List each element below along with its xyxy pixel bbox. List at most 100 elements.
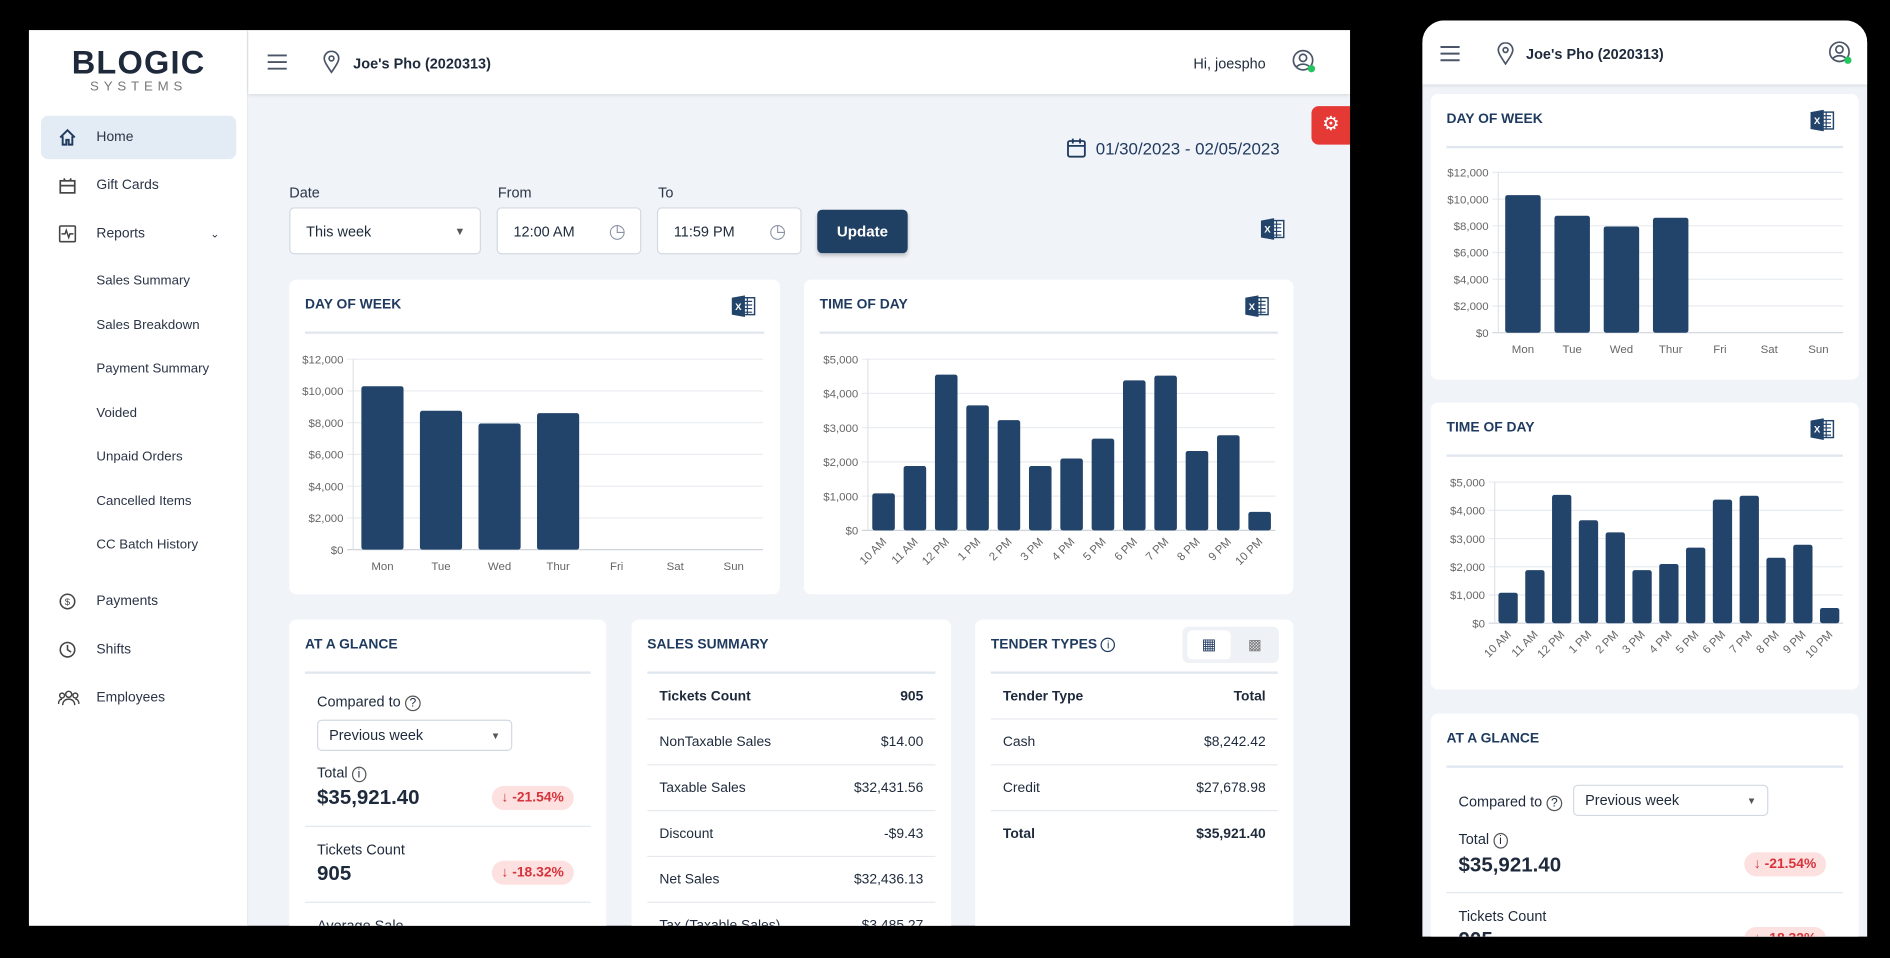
view-toggle: ▦ ▩ bbox=[1182, 626, 1279, 663]
excel-export-icon[interactable]: X bbox=[1260, 218, 1285, 240]
table-header: Tender Type Total bbox=[990, 674, 1278, 720]
y-tick-label: $2,000 bbox=[309, 513, 344, 525]
card-title: AT A GLANCE bbox=[304, 637, 398, 653]
hamburger-menu-icon[interactable] bbox=[267, 54, 287, 70]
divider bbox=[304, 671, 591, 674]
bar bbox=[1793, 544, 1813, 624]
table-row: Cash $8,242.42 bbox=[990, 720, 1278, 766]
compared-to-select[interactable]: Previous week ▼ bbox=[317, 719, 513, 751]
y-tick-label: $1,000 bbox=[1450, 590, 1485, 602]
at-a-glance-card: AT A GLANCE Compared to ? Previous week ▼… bbox=[289, 619, 607, 926]
sidebar-item-shifts[interactable]: Shifts bbox=[41, 628, 236, 671]
help-icon[interactable]: ? bbox=[404, 695, 422, 712]
sidebar-item-gift-cards[interactable]: Gift Cards bbox=[41, 164, 236, 207]
bar bbox=[1185, 450, 1209, 531]
excel-export-icon[interactable]: X bbox=[1810, 109, 1835, 132]
x-tick-label: 12 PM bbox=[1536, 629, 1568, 661]
to-label: To bbox=[658, 184, 674, 202]
sidebar-subitem[interactable]: Sales Summary bbox=[96, 273, 191, 289]
bar bbox=[1154, 375, 1177, 531]
table-view-button[interactable]: ▦ bbox=[1187, 630, 1231, 660]
svg-text:X: X bbox=[735, 302, 742, 313]
from-time-input[interactable]: 12:00 AM ◷ bbox=[496, 207, 642, 255]
x-tick-label: 3 PM bbox=[1620, 629, 1647, 656]
to-time-input[interactable]: 11:59 PM ◷ bbox=[656, 207, 802, 255]
info-icon[interactable]: i bbox=[351, 766, 367, 783]
svg-text:X: X bbox=[1249, 302, 1256, 313]
y-tick-label: $8,000 bbox=[309, 418, 344, 430]
card-title: TIME OF DAY bbox=[1446, 420, 1535, 436]
x-tick-label: 7 PM bbox=[1728, 629, 1755, 656]
sidebar-item-reports[interactable]: Reports ⌄ bbox=[41, 212, 236, 255]
sidebar-subitem[interactable]: CC Batch History bbox=[96, 537, 199, 553]
divider bbox=[647, 671, 936, 674]
card-title: TIME OF DAY bbox=[819, 297, 908, 313]
update-button[interactable]: Update bbox=[817, 209, 908, 254]
x-tick-label: Tue bbox=[431, 561, 450, 573]
x-tick-label: Sat bbox=[1761, 344, 1779, 356]
table-row: NonTaxable Sales $14.00 bbox=[647, 720, 936, 766]
card-title: DAY OF WEEK bbox=[304, 297, 402, 313]
date-select[interactable]: This week ▼ bbox=[289, 207, 481, 255]
table-icon: ▦ bbox=[1201, 635, 1217, 654]
settings-button[interactable]: ⚙ bbox=[1311, 106, 1351, 145]
user-avatar-icon[interactable] bbox=[1292, 49, 1316, 73]
sidebar-subitem[interactable]: Unpaid Orders bbox=[96, 449, 183, 465]
day-of-week-chart: $0 $2,000 $4,000 $6,000 $8,000 $10,000 $12,000… bbox=[1447, 168, 1844, 356]
info-icon[interactable]: i bbox=[1101, 637, 1116, 653]
sidebar-item-employees[interactable]: Employees bbox=[41, 676, 236, 719]
sidebar-subitem[interactable]: Sales Breakdown bbox=[96, 318, 200, 333]
date-label: Date bbox=[289, 184, 320, 202]
bar bbox=[934, 374, 958, 531]
compared-to-label: Compared to ? bbox=[317, 693, 422, 712]
x-tick-label: Wed bbox=[1610, 344, 1633, 356]
sidebar-subitem[interactable]: Voided bbox=[96, 406, 138, 421]
hamburger-menu-icon[interactable] bbox=[1440, 46, 1460, 62]
x-tick-label: Thur bbox=[1659, 344, 1683, 356]
bar bbox=[1217, 435, 1240, 531]
info-icon[interactable]: i bbox=[1493, 832, 1508, 849]
x-tick-label: 8 PM bbox=[1754, 629, 1781, 656]
calendar-icon[interactable] bbox=[1067, 137, 1086, 158]
bar bbox=[1659, 563, 1679, 624]
bar bbox=[361, 386, 404, 550]
y-tick-label: $3,000 bbox=[823, 423, 858, 435]
excel-export-icon[interactable]: X bbox=[1245, 295, 1269, 318]
excel-export-icon[interactable]: X bbox=[1810, 418, 1835, 440]
sidebar-subitem[interactable]: Cancelled Items bbox=[96, 494, 192, 509]
y-tick-label: $2,000 bbox=[1450, 562, 1485, 574]
reports-icon bbox=[58, 225, 77, 243]
location-pin-icon bbox=[323, 50, 340, 74]
x-tick-label: Fri bbox=[610, 561, 623, 573]
sidebar-item-payments[interactable]: $ Payments bbox=[41, 580, 236, 623]
user-avatar-icon[interactable] bbox=[1828, 41, 1853, 65]
bar-chart-icon: ▩ bbox=[1247, 636, 1262, 654]
bar bbox=[1632, 570, 1652, 624]
bar bbox=[1060, 458, 1083, 531]
bar bbox=[478, 423, 521, 550]
y-tick-label: $5,000 bbox=[823, 354, 858, 366]
y-tick-label: $6,000 bbox=[1454, 248, 1489, 260]
x-tick-label: Sun bbox=[724, 561, 744, 573]
location-name[interactable]: Joe's Pho (2020313) bbox=[1526, 45, 1664, 63]
location-name[interactable]: Joe's Pho (2020313) bbox=[353, 55, 491, 73]
chart-view-button[interactable]: ▩ bbox=[1233, 630, 1276, 659]
x-tick-label: 4 PM bbox=[1647, 629, 1674, 656]
date-range[interactable]: 01/30/2023 - 02/05/2023 bbox=[1095, 138, 1280, 158]
logo: BLOGIC SYSTEMS bbox=[71, 44, 206, 95]
y-tick-label: $6,000 bbox=[309, 450, 344, 462]
x-tick-label: 10 AM bbox=[858, 536, 889, 567]
bar bbox=[1091, 438, 1115, 531]
help-icon[interactable]: ? bbox=[1546, 795, 1563, 812]
divider bbox=[990, 671, 1278, 674]
divider bbox=[1446, 454, 1844, 457]
bar bbox=[537, 413, 580, 550]
table-row-total: Total $35,921.40 bbox=[1002, 826, 1266, 842]
compared-to-select[interactable]: Previous week ▼ bbox=[1573, 784, 1769, 817]
y-tick-label: $2,000 bbox=[823, 457, 858, 469]
excel-export-icon[interactable]: X bbox=[731, 295, 756, 318]
caret-down-icon: ▼ bbox=[454, 224, 466, 237]
sidebar-subitem[interactable]: Payment Summary bbox=[96, 361, 210, 377]
total-label: Total i bbox=[1459, 831, 1508, 849]
sidebar-item-home[interactable]: Home bbox=[40, 115, 237, 160]
